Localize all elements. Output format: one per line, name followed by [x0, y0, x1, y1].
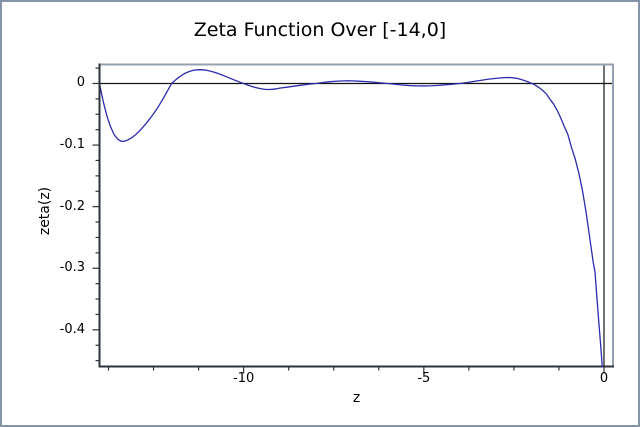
y-tick-label: -0.2	[59, 198, 85, 214]
y-tick-label: -0.3	[59, 260, 85, 276]
x-axis-label: z	[352, 390, 361, 406]
y-tick-label: -0.1	[59, 137, 85, 153]
plot-frame-left-bottom	[98, 63, 614, 368]
plot-title: Zeta Function Over [-14,0]	[193, 19, 447, 41]
y-tick-label: 0	[76, 75, 85, 91]
x-tick-label: -5	[417, 371, 431, 386]
plot-frame-top-right	[99, 63, 614, 367]
zeta-curve	[100, 69, 603, 368]
x-tick-label: -10	[233, 371, 255, 386]
x-tick-label: 0	[599, 371, 609, 386]
y-tick-label: -0.4	[59, 321, 85, 337]
